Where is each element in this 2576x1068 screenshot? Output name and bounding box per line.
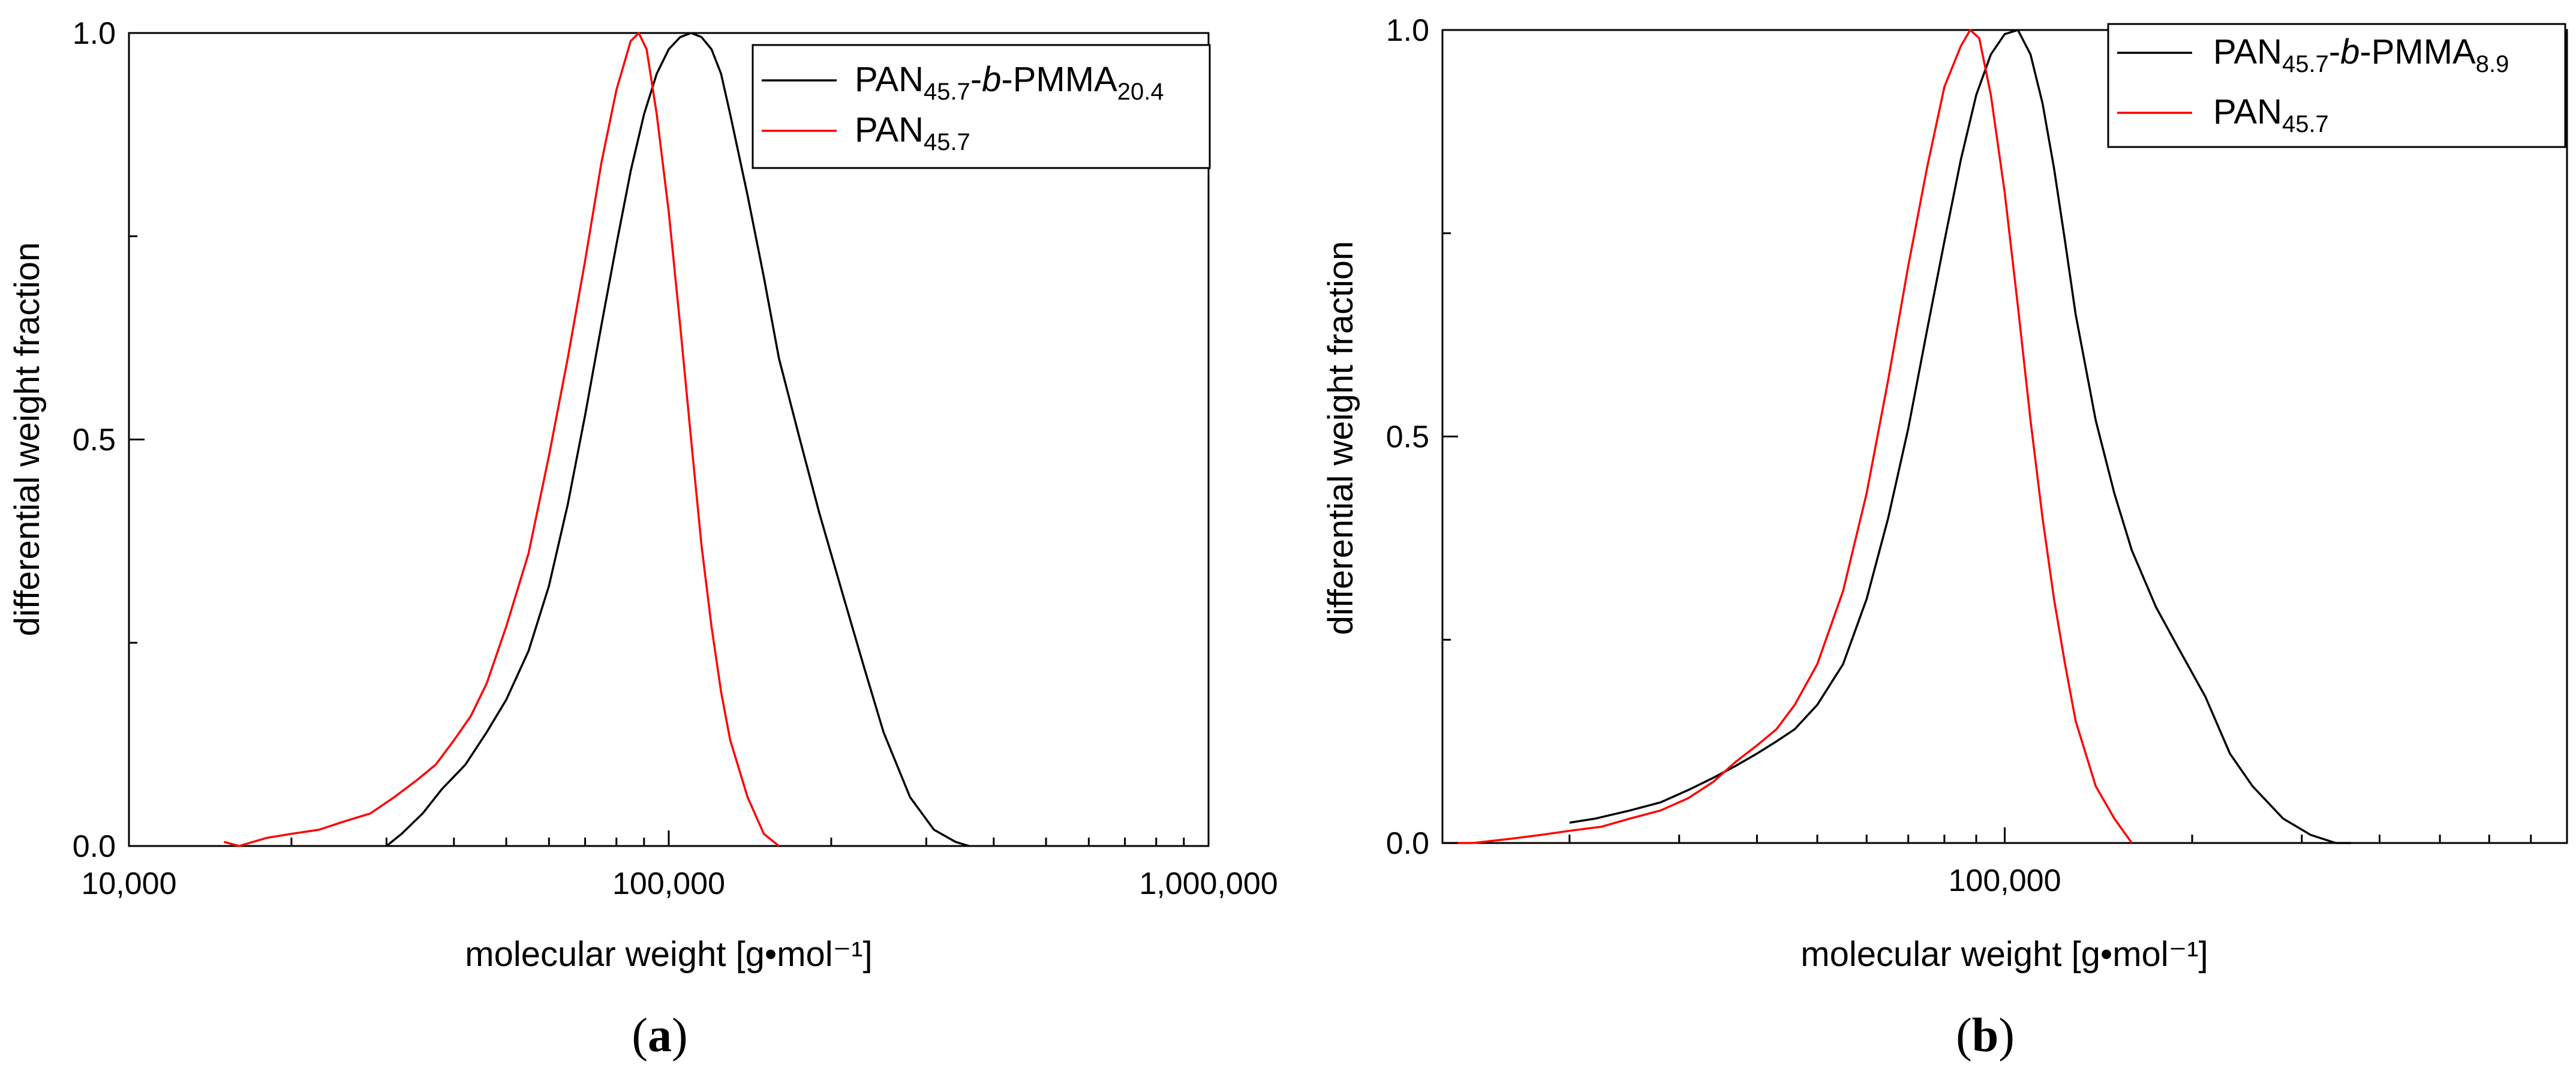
legend-label-pan-b: PAN45.7 bbox=[2213, 92, 2329, 137]
legend-label-pan-a: PAN45.7 bbox=[855, 110, 970, 155]
x-ticks-b: 100,000 bbox=[1568, 827, 2568, 898]
legend-label-copolymer-a: PAN45.7-b-PMMA20.4 bbox=[855, 60, 1164, 105]
x-axis-label-b: molecular weight [g•mol⁻¹] bbox=[1801, 935, 2208, 974]
y-tick-label: 0.5 bbox=[1386, 420, 1429, 455]
x-tick-label: 100,000 bbox=[612, 866, 725, 901]
chart-panel-b: 100,000 0.0 0.5 1.0 differential weight fr… bbox=[1321, 13, 2568, 1062]
legend-label-copolymer-b: PAN45.7-b-PMMA8.9 bbox=[2213, 32, 2509, 77]
x-tick-label: 10,000 bbox=[81, 866, 176, 901]
legend-b: PAN45.7-b-PMMA8.9 PAN45.7 bbox=[2107, 23, 2566, 148]
series-line-b-0 bbox=[1569, 29, 2351, 844]
y-axis-label-a: differential weight fraction bbox=[8, 242, 47, 637]
legend-box-b bbox=[2107, 23, 2566, 148]
y-axis-label-b: differential weight fraction bbox=[1321, 241, 1360, 635]
y-ticks-b: 0.0 0.5 1.0 bbox=[1386, 13, 1458, 861]
plot-frame-b bbox=[1441, 29, 2568, 844]
x-axis-label-a: molecular weight [g•mol⁻¹] bbox=[465, 935, 873, 974]
legend-a: PAN45.7-b-PMMA20.4 PAN45.7 bbox=[752, 44, 1211, 169]
y-ticks-a: 0.0 0.5 1.0 bbox=[73, 16, 145, 864]
chart-panel-a: 10,000 100,000 1,000,000 0.0 0.5 1.0 differe… bbox=[8, 16, 1278, 1062]
y-tick-label: 0.5 bbox=[73, 423, 116, 458]
y-tick-label: 0.0 bbox=[1386, 826, 1429, 861]
series-group-b bbox=[1442, 29, 2351, 844]
x-tick-label: 1,000,000 bbox=[1139, 866, 1278, 901]
caption-a: (a) bbox=[632, 1009, 687, 1062]
x-ticks-a: 10,000 100,000 1,000,000 bbox=[81, 830, 1278, 901]
caption-b: (b) bbox=[1956, 1009, 2015, 1062]
y-tick-label: 1.0 bbox=[73, 16, 116, 51]
series-line-a-0 bbox=[386, 32, 970, 847]
y-tick-label: 0.0 bbox=[73, 829, 116, 864]
legend-box-a bbox=[752, 44, 1211, 169]
series-line-b-1 bbox=[1442, 29, 2133, 844]
series-line-a-1 bbox=[224, 32, 780, 847]
y-tick-label: 1.0 bbox=[1386, 13, 1429, 48]
x-tick-label: 100,000 bbox=[1949, 863, 2061, 898]
series-group-a bbox=[224, 32, 970, 847]
